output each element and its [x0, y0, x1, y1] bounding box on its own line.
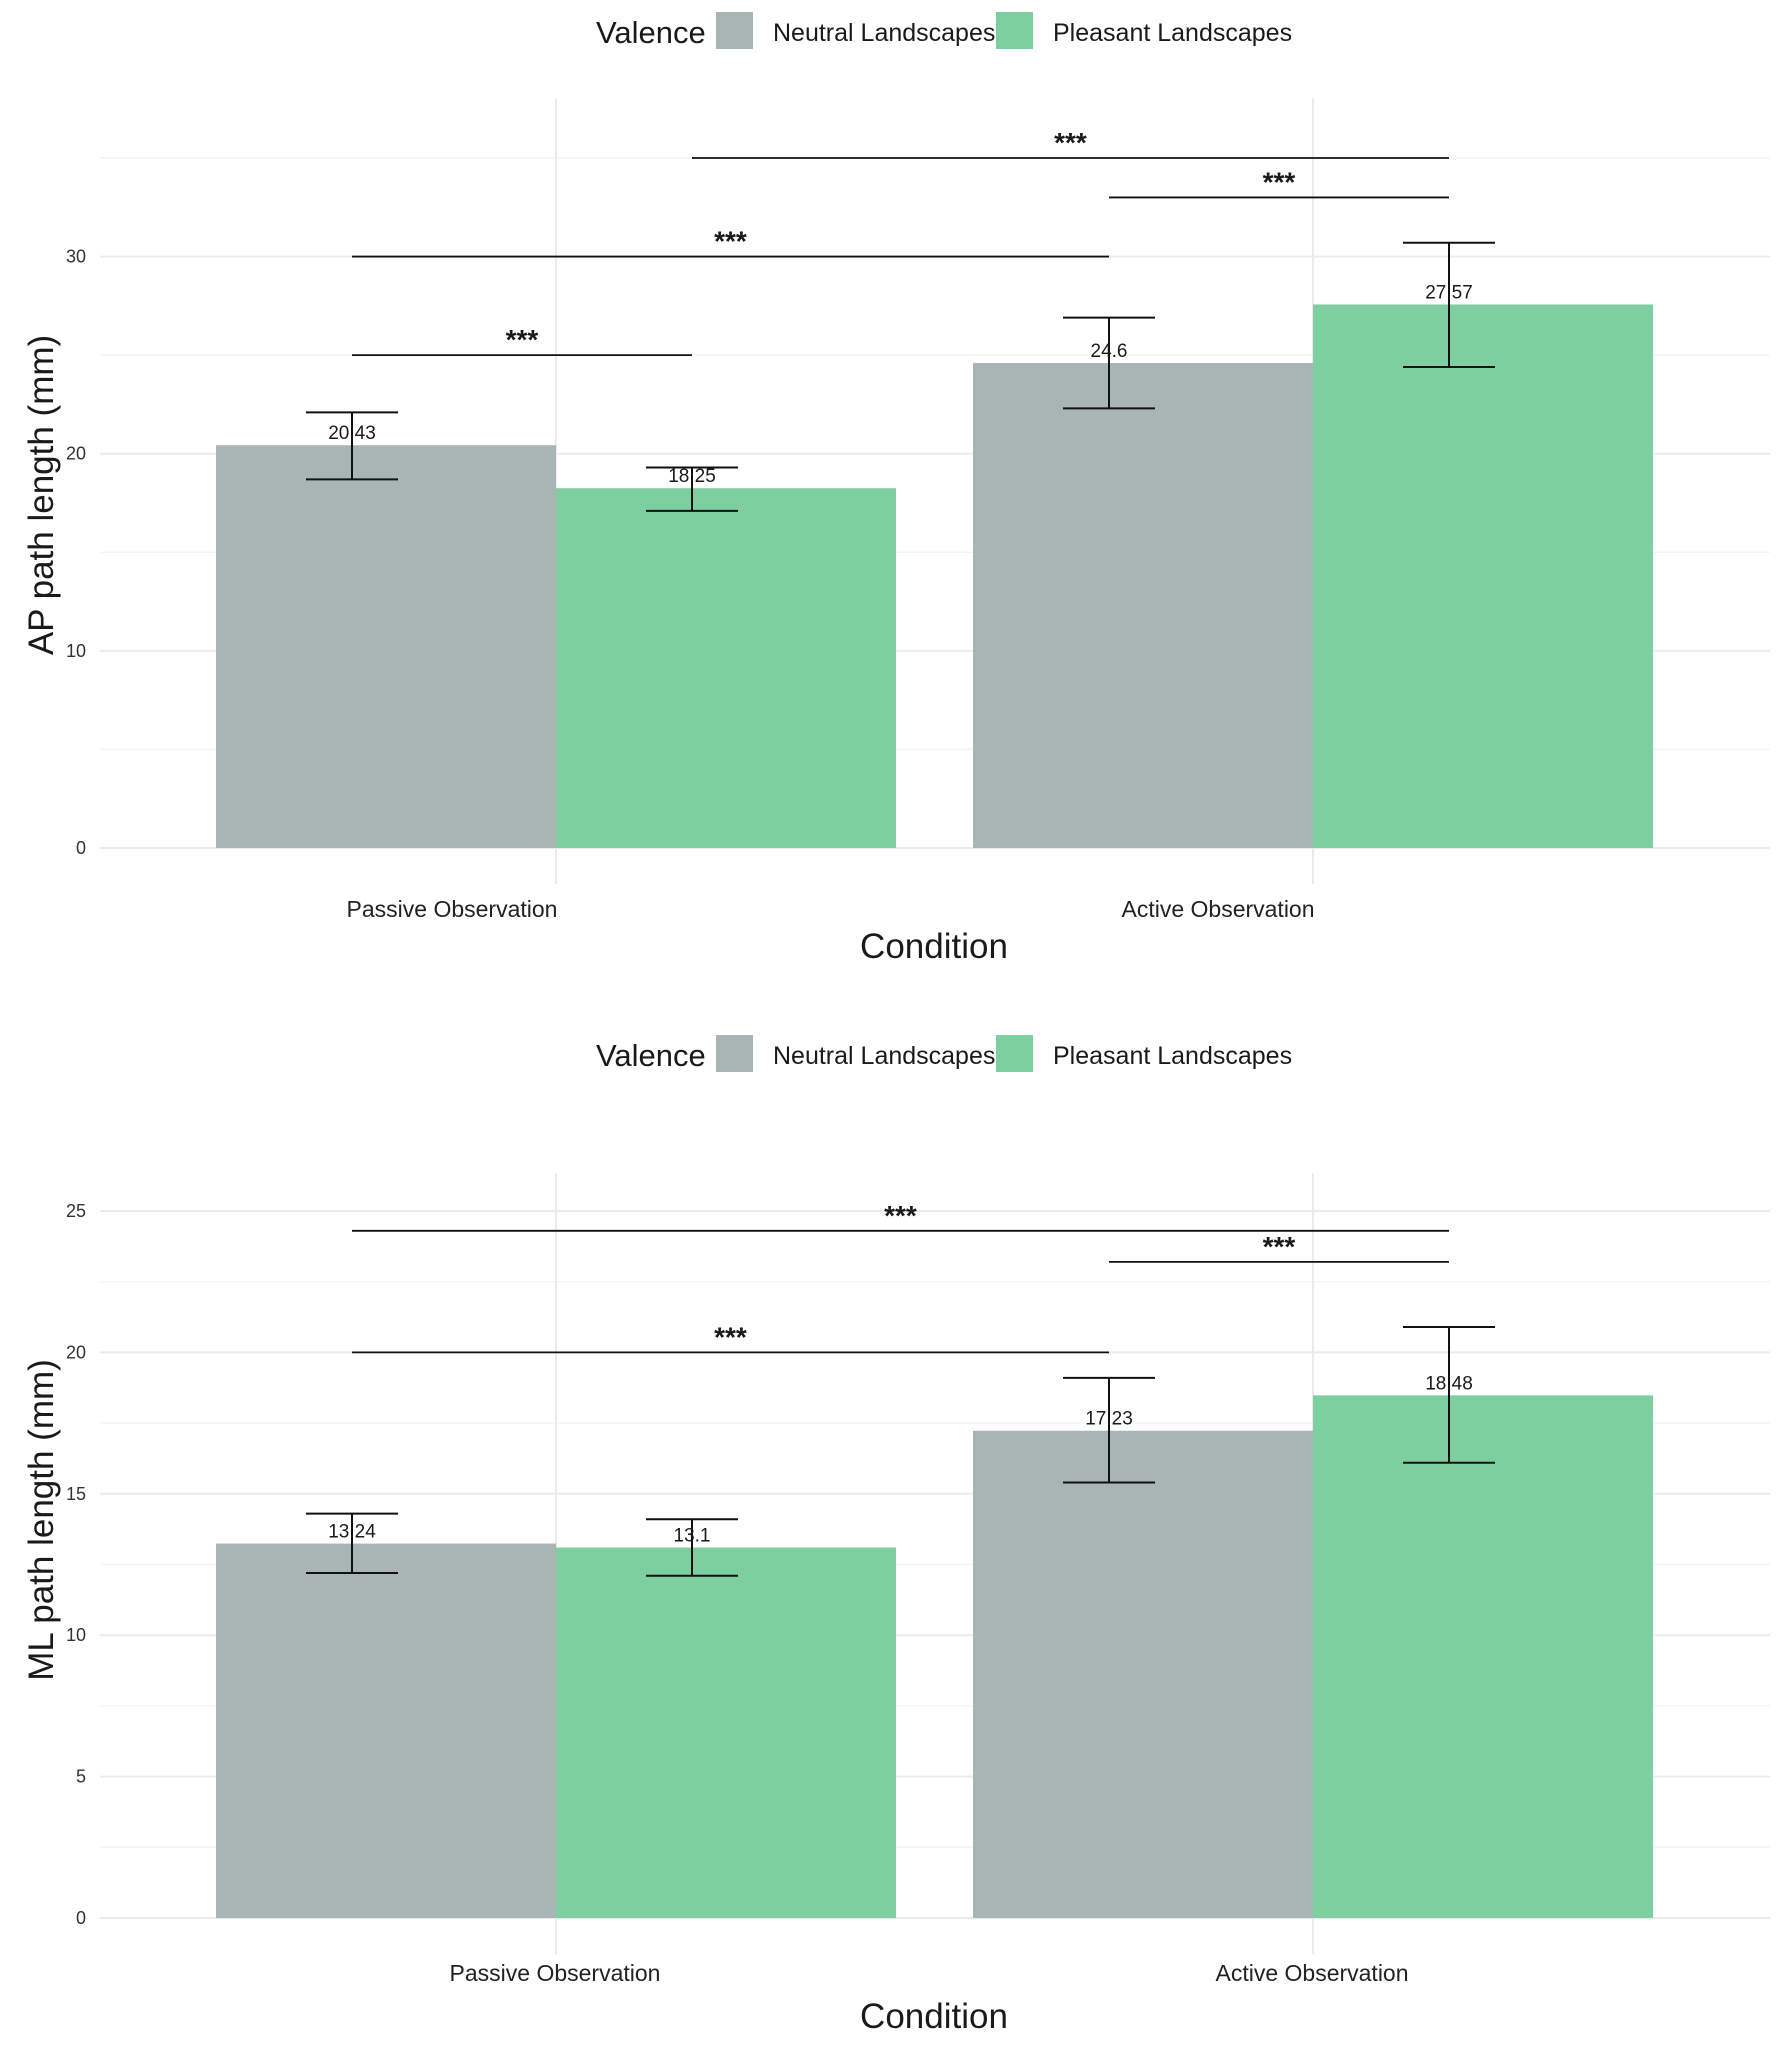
y-tick-label: 0 — [76, 1908, 86, 1928]
y-axis-title: AP path length (mm) — [22, 335, 61, 655]
significance-label: *** — [714, 1321, 747, 1352]
y-tick-label: 0 — [76, 838, 86, 858]
bar-pleasant-passive — [556, 488, 896, 848]
y-tick-label: 30 — [66, 247, 86, 267]
data-label: 27.57 — [1425, 282, 1473, 303]
error-bar — [1063, 1376, 1155, 1484]
legend: Valence Neutral Landscapes Pleasant Land… — [596, 12, 1292, 50]
y-tick-label: 15 — [66, 1484, 86, 1504]
x-axis-ticks: Passive Observation Active Observation — [347, 896, 1315, 922]
data-label: 18.48 — [1425, 1373, 1473, 1394]
significance-label: *** — [714, 226, 747, 257]
data-label: 24.6 — [1091, 341, 1128, 362]
error-bar — [306, 411, 398, 481]
bar-neutral-active — [973, 1430, 1313, 1918]
data-label: 18.25 — [668, 466, 716, 487]
error-bars — [306, 241, 1495, 512]
error-bar — [306, 1512, 398, 1574]
legend-label-pleasant: Pleasant Landscapes — [1053, 19, 1292, 47]
y-tick-label: 25 — [66, 1201, 86, 1221]
error-bar — [646, 466, 738, 512]
data-labels: 13.24 17.23 13.1 18.48 — [328, 1373, 1473, 1546]
error-bar — [1403, 1325, 1495, 1464]
bar-pleasant-active — [1313, 1395, 1653, 1918]
error-bar — [1063, 316, 1155, 410]
error-bars — [306, 1325, 1495, 1577]
bar-pleasant-active — [1313, 304, 1653, 848]
error-bar — [646, 1518, 738, 1577]
x-axis-title: Condition — [860, 1997, 1008, 2036]
x-tick-label-passive: Passive Observation — [347, 896, 558, 922]
legend-swatch-pleasant — [996, 12, 1033, 49]
x-tick-label-passive: Passive Observation — [450, 1960, 661, 1986]
bar-pleasant-passive — [556, 1547, 896, 1918]
x-tick-label-active: Active Observation — [1121, 896, 1314, 922]
y-tick-label: 20 — [66, 1342, 86, 1362]
data-label: 20.43 — [328, 423, 376, 444]
legend-label-neutral: Neutral Landscapes — [773, 1042, 995, 1070]
legend-title: Valence — [596, 15, 706, 50]
y-axis-title: ML path length (mm) — [22, 1359, 61, 1681]
legend-swatch-neutral — [716, 1035, 753, 1072]
bar-neutral-passive — [216, 445, 556, 848]
legend-title: Valence — [596, 1038, 706, 1073]
bar-neutral-active — [973, 363, 1313, 848]
significance-label: *** — [1263, 166, 1296, 197]
y-tick-label: 10 — [66, 1625, 86, 1645]
y-tick-label: 10 — [66, 641, 86, 661]
legend-swatch-neutral — [716, 12, 753, 49]
y-tick-label: 20 — [66, 444, 86, 464]
legend: Valence Neutral Landscapes Pleasant Land… — [596, 1035, 1292, 1073]
legend-label-neutral: Neutral Landscapes — [773, 19, 995, 47]
significance-brackets: *** *** *** — [352, 1200, 1449, 1354]
significance-label: *** — [1054, 127, 1087, 158]
ml-path-length-chart: Valence Neutral Landscapes Pleasant Land… — [0, 1023, 1784, 2046]
bars — [216, 1395, 1653, 1918]
significance-label: *** — [506, 324, 539, 355]
data-labels: 20.43 24.6 18.25 27.57 — [328, 282, 1473, 487]
bar-neutral-passive — [216, 1543, 556, 1918]
ap-path-length-chart: Valence Neutral Landscapes Pleasant Land… — [22, 12, 1770, 966]
data-label: 13.24 — [328, 1522, 376, 1543]
bars — [216, 304, 1653, 848]
significance-label: *** — [1263, 1231, 1296, 1262]
y-tick-label: 5 — [76, 1767, 86, 1787]
y-axis-ticks: 0 5 10 15 20 25 — [66, 1201, 86, 1928]
data-label: 13.1 — [674, 1526, 711, 1547]
error-bar — [1403, 241, 1495, 368]
significance-label: *** — [884, 1200, 917, 1231]
ap-chart-svg: Valence Neutral Landscapes Pleasant Land… — [22, 12, 1770, 966]
legend-swatch-pleasant — [996, 1035, 1033, 1072]
x-axis-ticks: Passive Observation Active Observation — [450, 1960, 1409, 1986]
ml-chart-svg: Valence Neutral Landscapes Pleasant Land… — [22, 1035, 1770, 2036]
x-axis-title: Condition — [860, 927, 1008, 966]
y-axis-ticks: 0 10 20 30 — [66, 247, 86, 858]
legend-label-pleasant: Pleasant Landscapes — [1053, 1042, 1292, 1070]
significance-brackets: *** *** *** *** — [352, 127, 1449, 357]
data-label: 17.23 — [1085, 1409, 1133, 1430]
x-tick-label-active: Active Observation — [1215, 1960, 1408, 1986]
